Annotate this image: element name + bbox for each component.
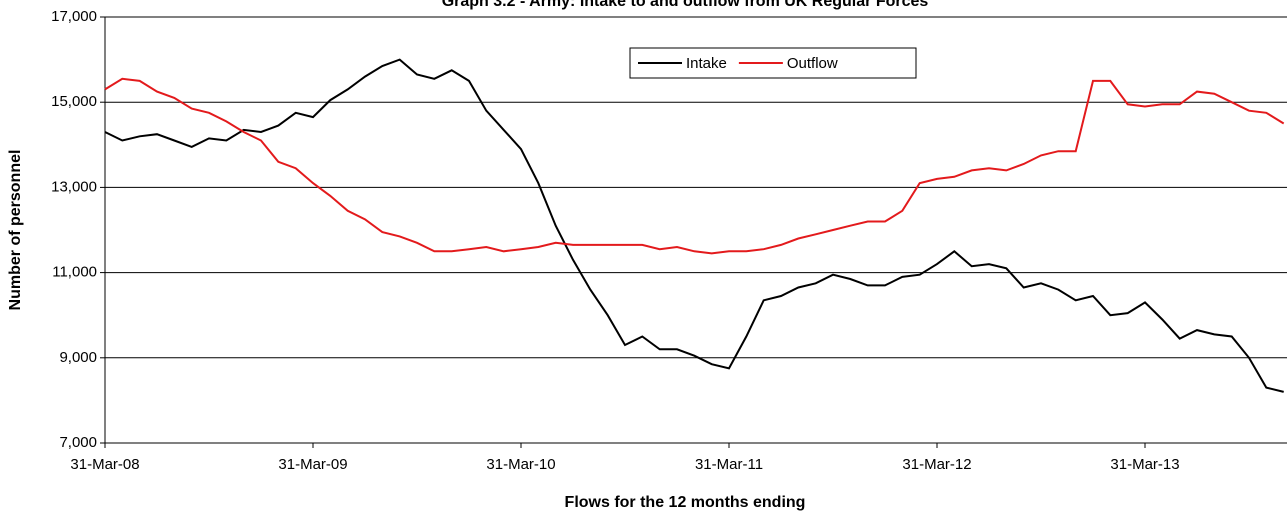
legend-label: Intake: [686, 55, 727, 72]
x-tick-label: 31-Mar-13: [1110, 456, 1179, 473]
legend: Intake Outflow: [629, 47, 917, 79]
y-tick-label: 13,000: [51, 178, 97, 195]
x-axis-title: Flows for the 12 months ending: [565, 494, 806, 511]
x-tick-label: 31-Mar-09: [278, 456, 347, 473]
y-tick-label: 17,000: [51, 8, 97, 25]
legend-label: Outflow: [787, 55, 838, 72]
y-tick-label: 7,000: [59, 434, 97, 451]
x-tick-label: 31-Mar-08: [70, 456, 139, 473]
y-tick-label: 9,000: [59, 349, 97, 366]
y-axis-title: Number of personnel: [7, 150, 24, 311]
y-tick-label: 15,000: [51, 93, 97, 110]
y-tick-label: 11,000: [52, 264, 97, 281]
x-tick-label: 31-Mar-11: [695, 456, 763, 473]
chart-title: Graph 3.2 - Army: Intake to and outflow …: [442, 0, 929, 10]
x-tick-label: 31-Mar-12: [902, 456, 971, 473]
x-tick-label: 31-Mar-10: [486, 456, 555, 473]
series-line: [104, 77, 1285, 255]
series-line: [104, 58, 1284, 393]
